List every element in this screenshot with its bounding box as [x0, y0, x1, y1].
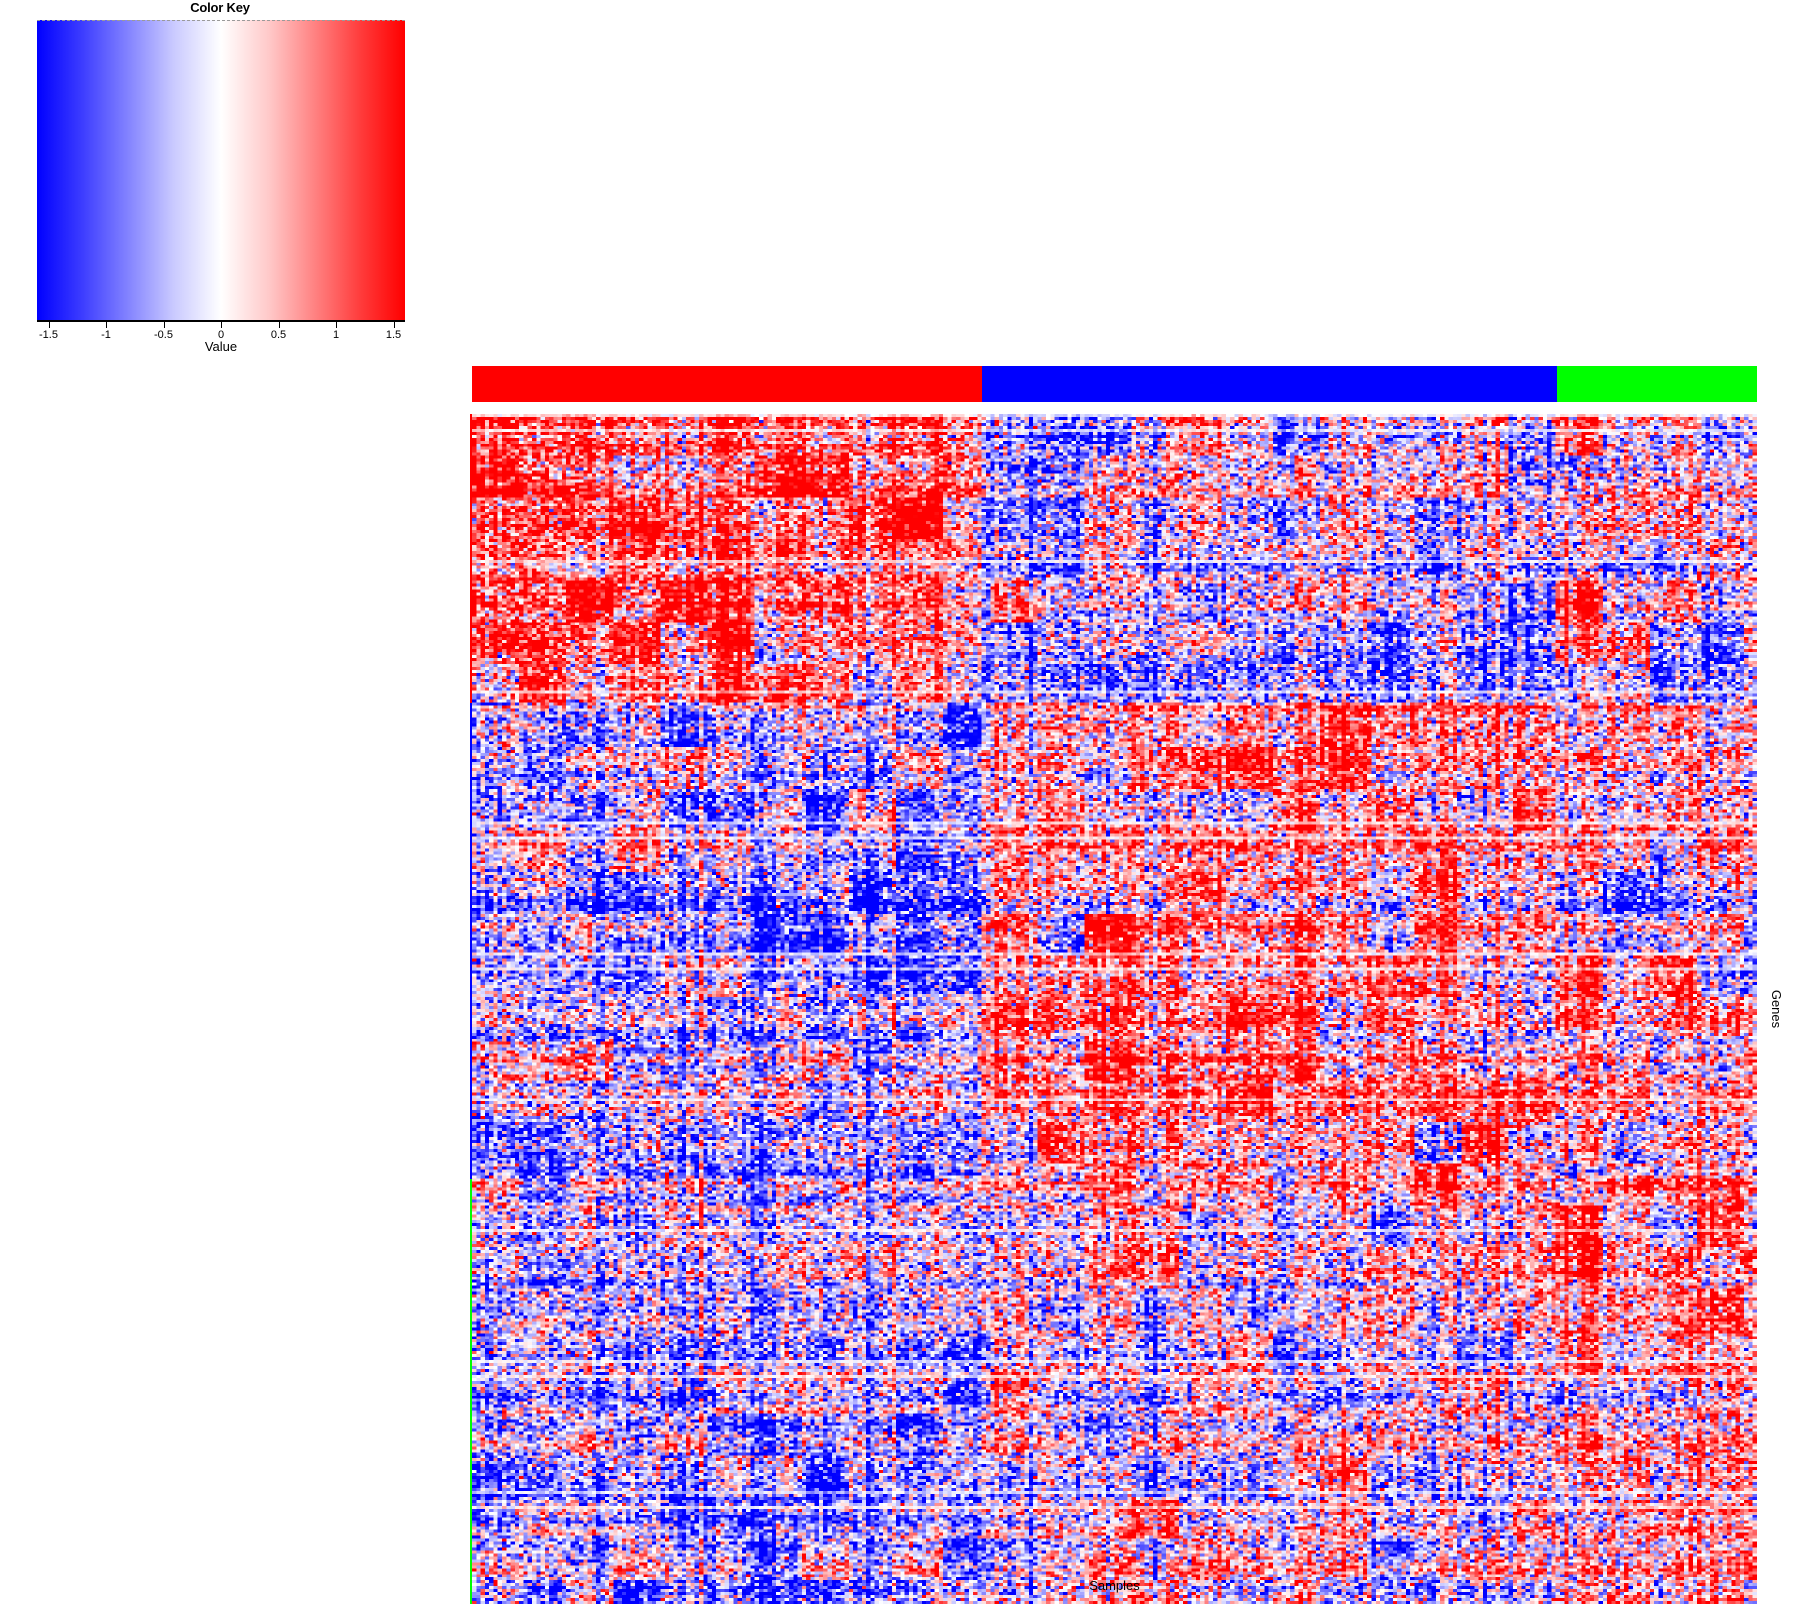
color-key-tick — [106, 320, 107, 328]
color-key-tick — [48, 320, 50, 328]
color-key-tick — [163, 320, 165, 328]
color-key-tick — [221, 320, 222, 328]
color-key-tick — [278, 320, 280, 328]
color-key-tick-label: -1.5 — [39, 329, 58, 341]
color-key-tick-label: -1 — [101, 329, 111, 341]
column-annotation-segment — [1556, 366, 1757, 402]
color-key-tick-label: 1.5 — [385, 329, 402, 341]
color-key-gradient — [37, 20, 405, 321]
color-key-tick-label: 1 — [332, 329, 340, 341]
color-key-title: Color Key — [190, 0, 250, 15]
color-key-panel: Color Key -1.5 -1 -0.5 0 0.5 1 1.5 Value — [0, 0, 460, 400]
color-key-tick — [393, 320, 395, 328]
color-key-tick-label: 0.5 — [270, 329, 287, 341]
color-key-tick-label: 0 — [217, 329, 225, 341]
color-key-tick-label: -0.5 — [154, 329, 173, 341]
color-key-tick — [336, 320, 337, 328]
heatmap-plot-area — [472, 414, 1757, 1604]
column-annotation-segment — [982, 366, 1557, 402]
column-annotation-bar — [472, 366, 1757, 402]
column-annotation-segment — [472, 366, 983, 402]
color-key-axis-label: Value — [204, 339, 238, 354]
heatmap-canvas — [472, 414, 1757, 1604]
y-axis-label: Genes — [1769, 989, 1785, 1029]
x-axis-label: Samples — [1089, 1578, 1140, 1593]
